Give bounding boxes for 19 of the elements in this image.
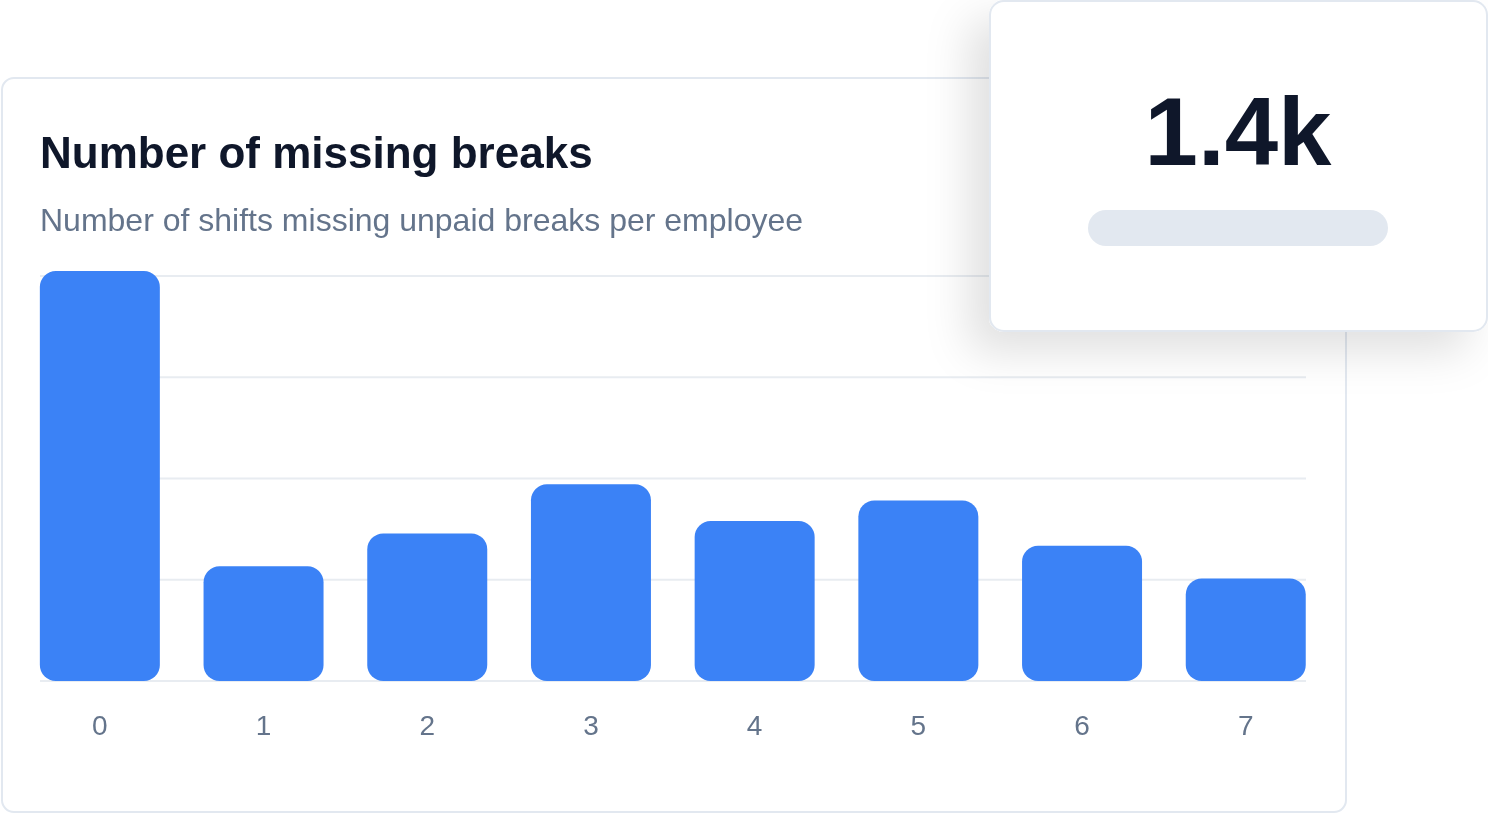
x-tick-label: 3 bbox=[583, 709, 599, 741]
chart-subtitle: Number of shifts missing unpaid breaks per employee bbox=[40, 202, 804, 238]
chart-title: Number of missing breaks bbox=[40, 128, 593, 177]
text: 1.4k bbox=[1144, 78, 1333, 185]
bar bbox=[203, 566, 324, 681]
x-tick-label: 0 bbox=[92, 709, 108, 741]
x-tick-label: 6 bbox=[1074, 709, 1090, 741]
x-tick-label: 4 bbox=[746, 709, 763, 741]
x-tick-label: 7 bbox=[1237, 709, 1254, 741]
x-tick-label: 2 bbox=[419, 709, 436, 741]
bar bbox=[367, 533, 488, 681]
bar bbox=[694, 521, 815, 681]
x-tick-label: 5 bbox=[910, 709, 927, 741]
x-tick-label: 1 bbox=[255, 709, 272, 741]
bar bbox=[1022, 545, 1143, 681]
bar bbox=[530, 484, 651, 681]
bar bbox=[39, 271, 160, 681]
bar bbox=[1185, 578, 1306, 681]
bar bbox=[858, 500, 979, 681]
